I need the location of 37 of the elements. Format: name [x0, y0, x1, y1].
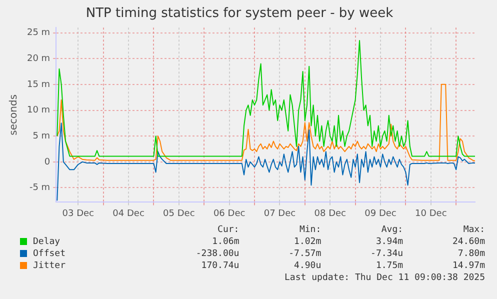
- text: -238.00u: [194, 248, 240, 260]
- legend-label: Jitter: [32, 260, 67, 272]
- legend-label: Delay: [32, 236, 62, 248]
- x-tick-label: 04 Dec: [112, 208, 144, 219]
- x-tick-label: 10 Dec: [415, 208, 447, 219]
- y-tick-label: -5 m: [29, 183, 50, 194]
- text: 1.75m: [374, 260, 404, 272]
- text: -7.34u: [370, 248, 404, 260]
- text: 7.80m: [456, 248, 485, 260]
- text: 4.90u: [293, 260, 322, 272]
- y-axis-title: seconds: [8, 94, 20, 136]
- legend-label: Offset: [32, 248, 67, 260]
- text: 1.02m: [293, 236, 322, 248]
- y-tick-label: 20 m: [26, 54, 50, 64]
- y-tick-label: 15 m: [26, 80, 50, 90]
- y-tick-label: 10 m: [26, 106, 50, 116]
- x-tick-label: 09 Dec: [364, 208, 396, 219]
- text: Max:: [462, 224, 485, 236]
- text: Cur:: [216, 224, 240, 236]
- x-tick-label: 07 Dec: [264, 208, 296, 219]
- y-tick-label: 25 m: [26, 28, 50, 38]
- text: 24.60m: [451, 236, 485, 248]
- text: Avg:: [380, 224, 404, 236]
- y-tick-label: 0: [44, 157, 50, 168]
- chart-title: NTP timing statistics for system peer - by week: [86, 6, 394, 22]
- x-tick-label: 05 Dec: [163, 208, 195, 219]
- y-tick-label: 5 m: [32, 131, 50, 142]
- text: Last update: Thu Dec 11 09:00:38 2025: [284, 272, 485, 284]
- x-tick-label: 06 Dec: [213, 208, 246, 219]
- text: 14.97m: [451, 260, 485, 272]
- text: -7.57m: [288, 248, 322, 260]
- text: 170.74u: [200, 260, 240, 272]
- text: 1.06m: [211, 236, 240, 248]
- text: Min:: [298, 224, 322, 236]
- x-tick-label: 08 Dec: [314, 208, 346, 219]
- text: 3.94m: [374, 236, 404, 248]
- x-tick-label: 03 Dec: [62, 208, 94, 219]
